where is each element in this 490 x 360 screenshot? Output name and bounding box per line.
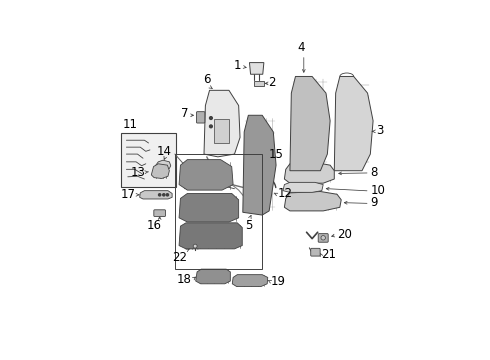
- Polygon shape: [284, 192, 341, 211]
- Bar: [214, 120, 229, 143]
- Text: 4: 4: [297, 41, 305, 54]
- FancyBboxPatch shape: [154, 210, 166, 216]
- Text: 14: 14: [157, 145, 172, 158]
- Bar: [254, 81, 265, 86]
- Bar: [175, 154, 262, 269]
- Text: 22: 22: [172, 251, 187, 264]
- Text: 3: 3: [376, 124, 383, 137]
- Polygon shape: [284, 162, 334, 183]
- Text: 2: 2: [268, 76, 275, 89]
- Circle shape: [210, 117, 212, 120]
- Text: 11: 11: [123, 118, 138, 131]
- Text: 9: 9: [370, 196, 378, 209]
- Polygon shape: [204, 90, 240, 157]
- Text: 8: 8: [370, 166, 378, 179]
- Text: 17: 17: [120, 188, 135, 201]
- Polygon shape: [179, 223, 242, 249]
- Polygon shape: [140, 191, 172, 199]
- Polygon shape: [151, 164, 170, 179]
- Text: 15: 15: [269, 148, 284, 161]
- Text: 21: 21: [321, 248, 336, 261]
- Text: 19: 19: [271, 275, 286, 288]
- Polygon shape: [155, 160, 171, 169]
- Circle shape: [193, 244, 197, 248]
- Text: 6: 6: [203, 73, 211, 86]
- Text: 16: 16: [147, 219, 162, 232]
- Bar: [121, 133, 176, 187]
- Polygon shape: [243, 115, 276, 215]
- Text: 12: 12: [277, 187, 292, 200]
- Polygon shape: [283, 183, 323, 192]
- Text: 7: 7: [181, 107, 188, 120]
- Text: 10: 10: [370, 184, 385, 197]
- Text: 1: 1: [234, 59, 242, 72]
- Polygon shape: [179, 159, 233, 190]
- Polygon shape: [232, 275, 268, 287]
- Polygon shape: [334, 76, 373, 171]
- FancyBboxPatch shape: [196, 112, 205, 123]
- Polygon shape: [196, 269, 230, 284]
- Polygon shape: [179, 193, 239, 222]
- Polygon shape: [290, 76, 330, 171]
- FancyBboxPatch shape: [311, 248, 320, 256]
- Circle shape: [163, 194, 165, 196]
- Text: 5: 5: [245, 219, 252, 232]
- Text: 13: 13: [130, 166, 145, 179]
- Text: 18: 18: [177, 273, 192, 286]
- FancyBboxPatch shape: [318, 234, 328, 242]
- Circle shape: [166, 194, 169, 196]
- Text: 20: 20: [337, 228, 352, 241]
- Polygon shape: [249, 63, 264, 74]
- Circle shape: [321, 235, 325, 240]
- Circle shape: [159, 194, 161, 196]
- Circle shape: [210, 125, 212, 128]
